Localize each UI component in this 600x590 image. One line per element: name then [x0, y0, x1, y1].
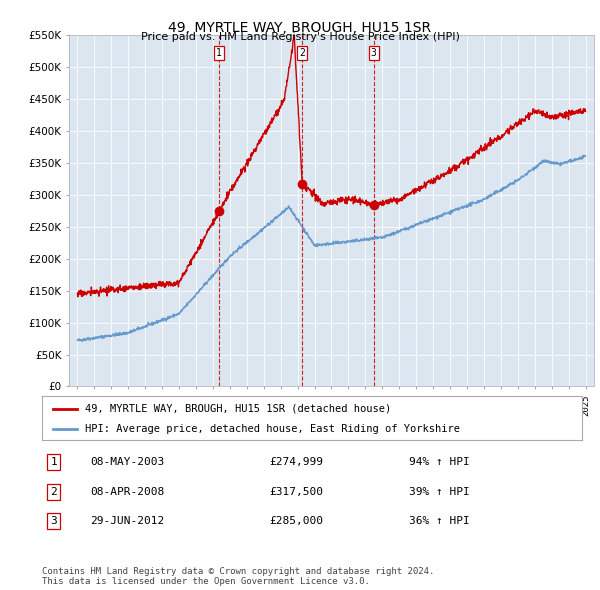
Text: 08-MAY-2003: 08-MAY-2003 — [91, 457, 165, 467]
Text: 2: 2 — [50, 487, 57, 497]
Text: Price paid vs. HM Land Registry's House Price Index (HPI): Price paid vs. HM Land Registry's House … — [140, 32, 460, 42]
Text: 49, MYRTLE WAY, BROUGH, HU15 1SR: 49, MYRTLE WAY, BROUGH, HU15 1SR — [169, 21, 431, 35]
Text: 49, MYRTLE WAY, BROUGH, HU15 1SR (detached house): 49, MYRTLE WAY, BROUGH, HU15 1SR (detach… — [85, 404, 391, 414]
Text: 36% ↑ HPI: 36% ↑ HPI — [409, 516, 470, 526]
Text: 3: 3 — [50, 516, 57, 526]
Text: £285,000: £285,000 — [269, 516, 323, 526]
Text: £317,500: £317,500 — [269, 487, 323, 497]
Text: HPI: Average price, detached house, East Riding of Yorkshire: HPI: Average price, detached house, East… — [85, 424, 460, 434]
Text: £274,999: £274,999 — [269, 457, 323, 467]
Text: 29-JUN-2012: 29-JUN-2012 — [91, 516, 165, 526]
Text: 2: 2 — [299, 48, 305, 58]
Text: 3: 3 — [371, 48, 377, 58]
Text: This data is licensed under the Open Government Licence v3.0.: This data is licensed under the Open Gov… — [42, 577, 370, 586]
Text: 94% ↑ HPI: 94% ↑ HPI — [409, 457, 470, 467]
Text: 08-APR-2008: 08-APR-2008 — [91, 487, 165, 497]
Text: Contains HM Land Registry data © Crown copyright and database right 2024.: Contains HM Land Registry data © Crown c… — [42, 567, 434, 576]
Text: 1: 1 — [216, 48, 222, 58]
Text: 1: 1 — [50, 457, 57, 467]
Text: 39% ↑ HPI: 39% ↑ HPI — [409, 487, 470, 497]
